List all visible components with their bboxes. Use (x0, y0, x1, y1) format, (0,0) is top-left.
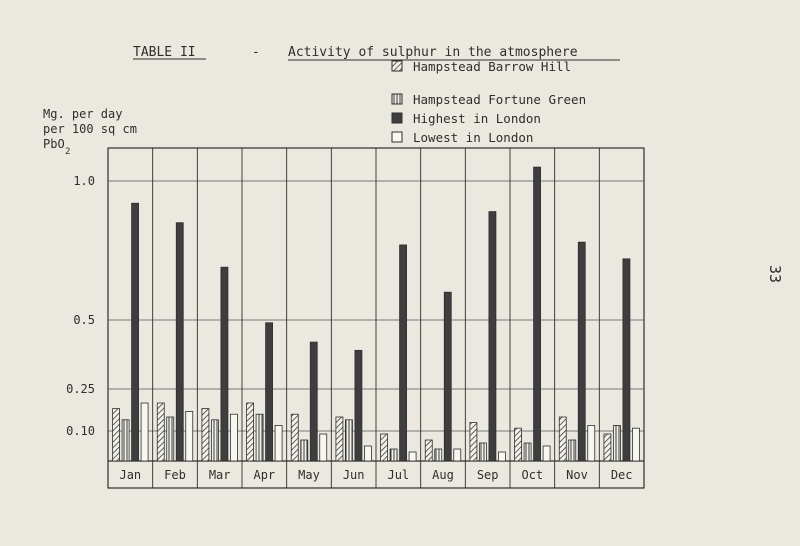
legend-swatch-open (391, 131, 403, 143)
bar-solid-jul (399, 244, 407, 462)
y-axis-label-line-2: per 100 sq cm (43, 122, 137, 136)
legend-label: Lowest in London (413, 130, 533, 145)
bar-open-jan (140, 402, 149, 462)
bar-vertical-jul (389, 448, 398, 462)
bar-diagonal-jun (335, 416, 344, 462)
y-ticks: 1.0 0.5 0.25 0.10 (66, 174, 95, 438)
bar-solid-apr (265, 322, 273, 462)
bar-open-apr (274, 424, 283, 462)
bar-open-sep (498, 451, 506, 462)
y-tick-label: 1.0 (73, 174, 95, 188)
bar-diagonal-apr (246, 402, 254, 462)
bar-solid-aug (443, 291, 452, 462)
bar-vertical-jan (121, 419, 130, 462)
x-category-label: Nov (566, 468, 588, 482)
x-category-label: Mar (209, 468, 231, 482)
bar-vertical-mar (211, 419, 219, 462)
chart-title: Activity of sulphur in the atmosphere (288, 45, 578, 60)
bar-open-oct (542, 445, 551, 462)
bar-diagonal-may (290, 413, 299, 462)
bar-solid-feb (175, 222, 184, 462)
bar-solid-dec (622, 258, 631, 462)
bar-vertical-feb (166, 416, 175, 462)
legend-label: Hampstead Fortune Green (413, 92, 586, 107)
bar-diagonal-aug (424, 439, 433, 462)
legend-label: Highest in London (413, 111, 541, 126)
bar-open-dec (632, 427, 640, 462)
bar-vertical-aug (434, 448, 443, 462)
bar-solid-oct (533, 166, 541, 462)
table-label: TABLE II (133, 45, 196, 60)
legend: Hampstead Barrow Hill Hampstead Fortune G… (391, 59, 586, 145)
x-category-label: Feb (164, 468, 186, 482)
bar-solid-may (309, 341, 318, 462)
bar-diagonal-mar (201, 408, 210, 462)
bar-open-nov (587, 424, 596, 462)
legend-swatch-solid (391, 112, 403, 124)
bar-open-jul (408, 451, 417, 462)
page-number: 33 (766, 265, 784, 283)
bar-solid-sep (488, 211, 497, 462)
bar-vertical-apr (255, 413, 264, 462)
bar-vertical-may (300, 439, 309, 462)
x-category-label: Aug (432, 468, 454, 482)
title-dash: - (252, 45, 260, 60)
bar-open-jun (364, 445, 372, 462)
x-category-label: Dec (611, 468, 633, 482)
bar-vertical-nov (568, 439, 577, 462)
x-category-label: Apr (253, 468, 275, 482)
bar-open-aug (453, 448, 462, 462)
y-tick-label: 0.5 (73, 313, 95, 327)
x-categories: Jan Feb Mar Apr May Jun Jul Aug Sep Oct Nov Dec (119, 468, 632, 482)
bar-diagonal-sep (469, 422, 478, 462)
y-tick-label: 0.10 (66, 424, 95, 438)
grid (107, 147, 645, 489)
bar-vertical-jun (345, 419, 353, 462)
x-category-label: Jan (119, 468, 141, 482)
bar-diagonal-dec (603, 433, 612, 462)
bar-solid-jun (354, 349, 363, 462)
x-category-label: Oct (521, 468, 543, 482)
bar-solid-nov (577, 241, 586, 462)
y-axis-label-subscript: 2 (65, 147, 70, 157)
y-axis-label-line-3: PbO (43, 137, 65, 151)
bar-diagonal-feb (156, 402, 165, 462)
legend-swatch-diagonal (391, 60, 403, 72)
legend-label: Hampstead Barrow Hill (413, 59, 571, 74)
legend-swatch-vertical (391, 93, 403, 105)
x-category-label: Jun (343, 468, 365, 482)
y-tick-label: 0.25 (66, 382, 95, 396)
bar-diagonal-jul (380, 433, 388, 462)
bar-diagonal-nov (558, 416, 567, 462)
bar-open-may (319, 433, 328, 462)
x-category-label: Jul (387, 468, 409, 482)
y-axis-label-line-1: Mg. per day (43, 107, 122, 121)
bar-solid-mar (220, 266, 229, 462)
x-category-label: May (298, 468, 320, 482)
bar-vertical-dec (613, 424, 621, 462)
bar-diagonal-oct (514, 427, 522, 462)
bar-diagonal-jan (112, 408, 120, 462)
bar-open-mar (230, 413, 238, 462)
bar-vertical-oct (523, 442, 532, 462)
bars (112, 166, 640, 462)
x-category-label: Sep (477, 468, 499, 482)
bar-solid-jan (131, 202, 139, 462)
bar-vertical-sep (479, 442, 487, 462)
bar-open-feb (185, 410, 194, 462)
